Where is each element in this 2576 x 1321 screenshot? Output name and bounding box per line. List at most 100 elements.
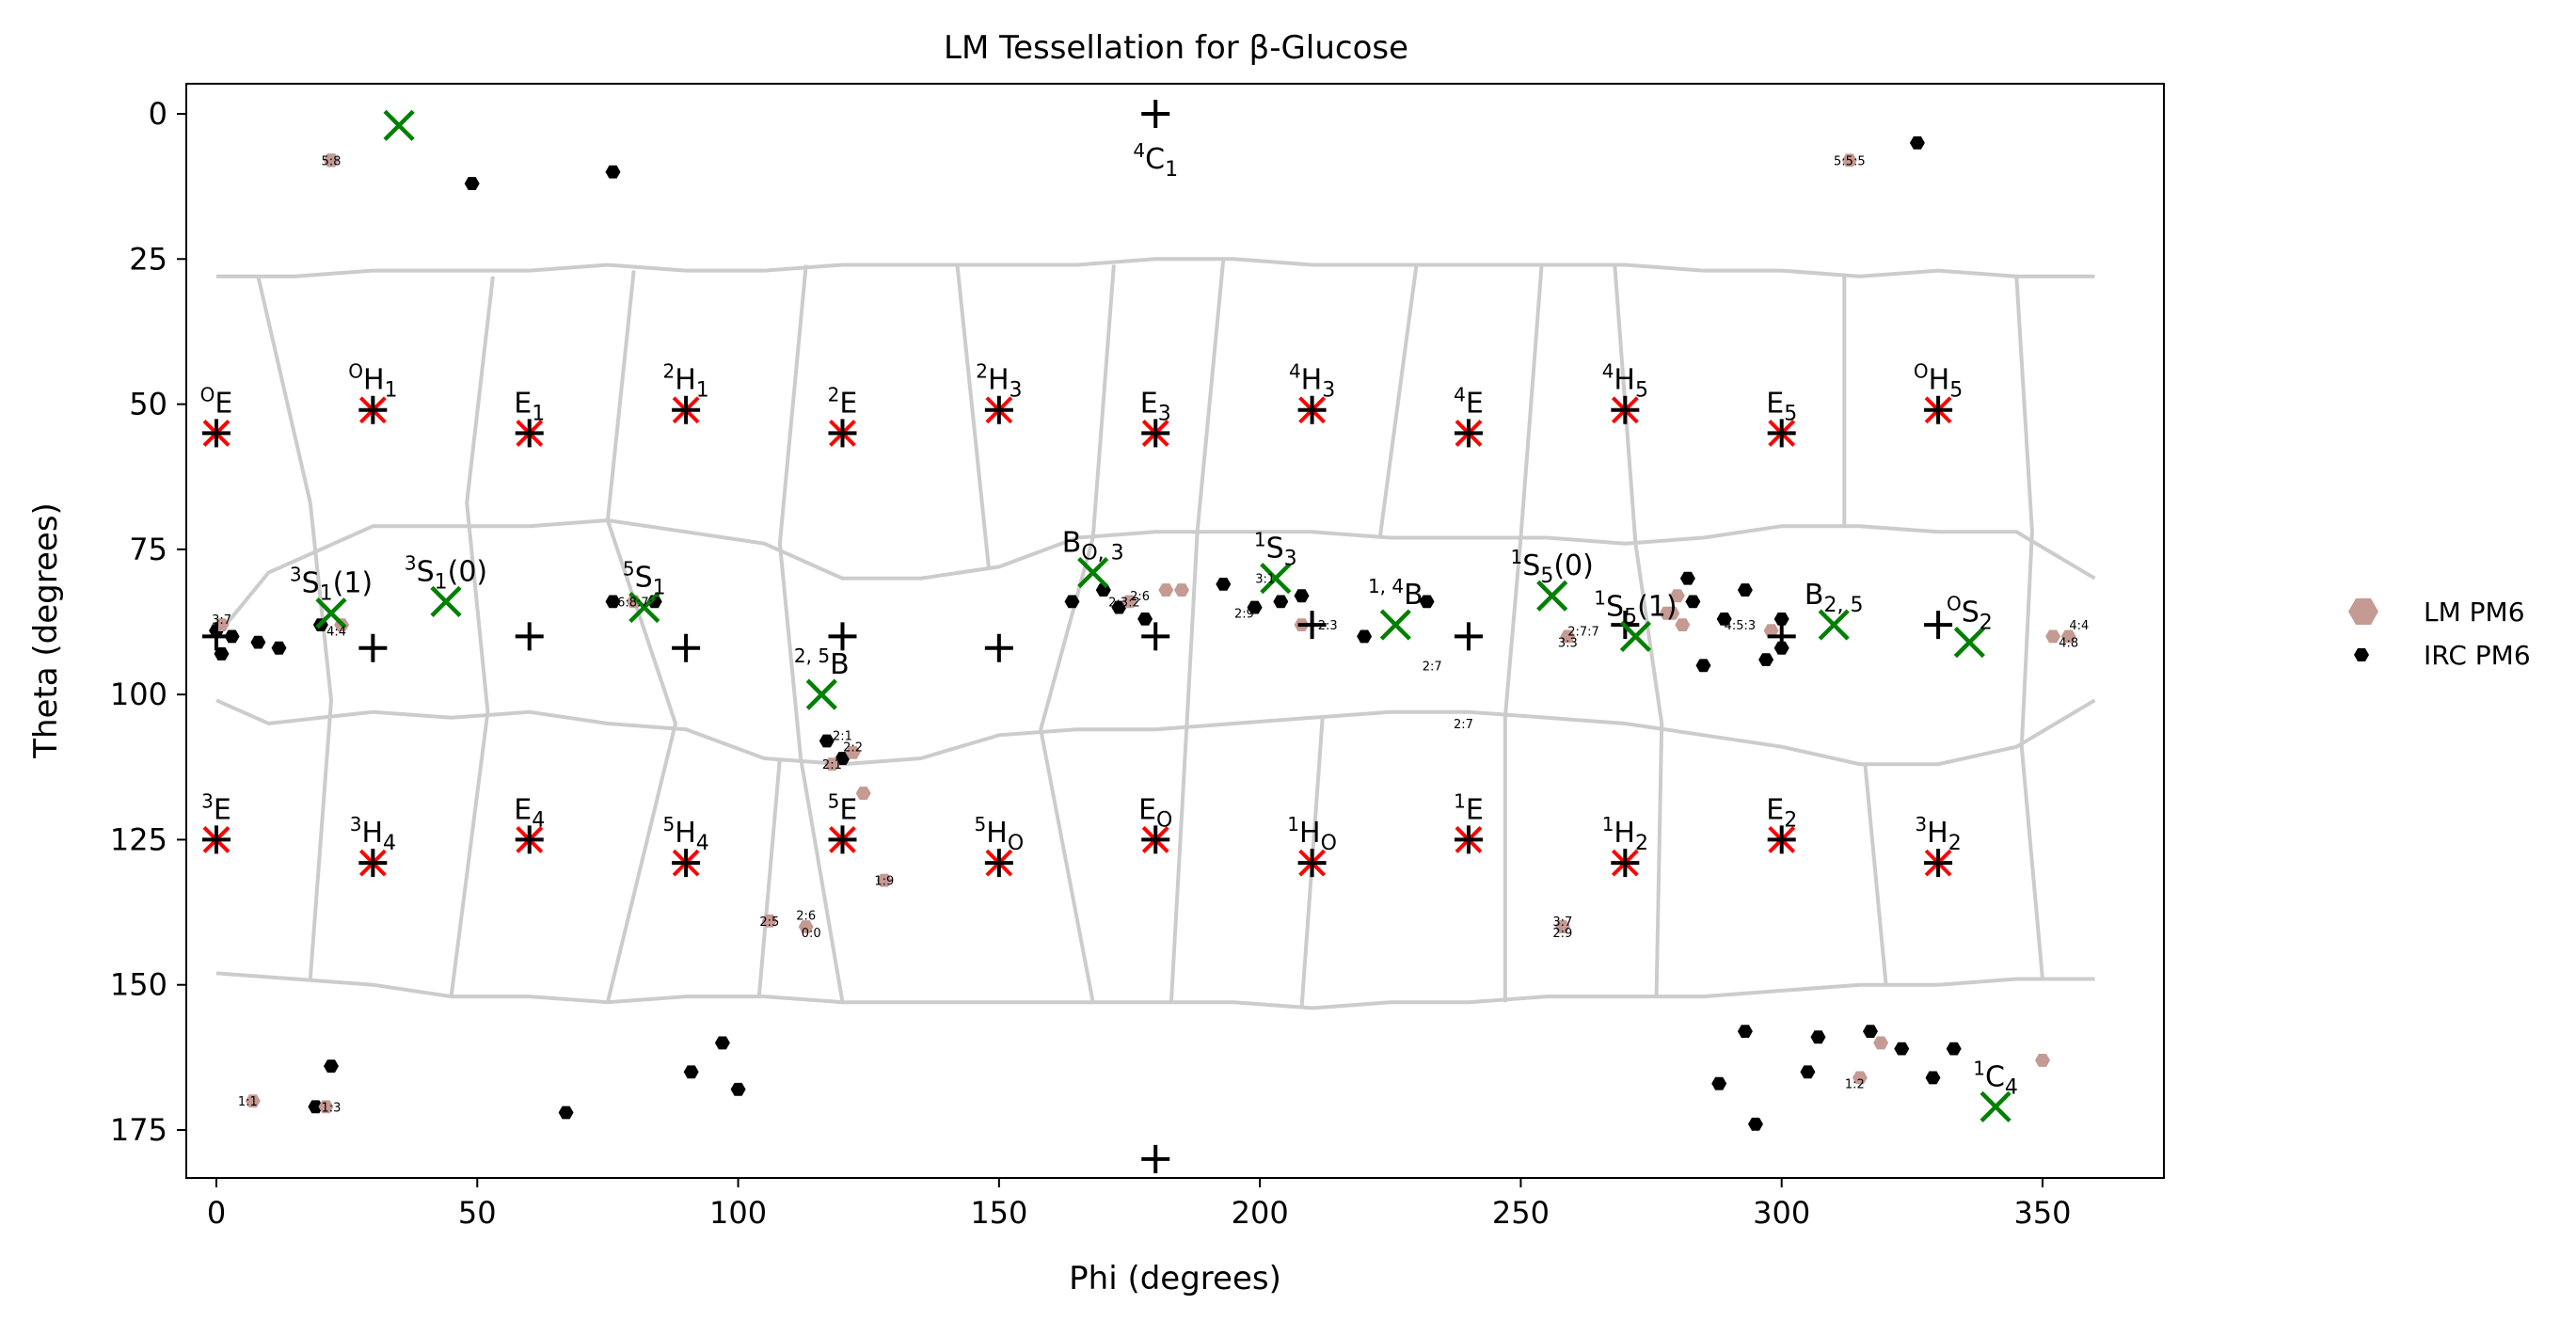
reference-plus-marker	[828, 825, 857, 854]
reference-label: E5	[1766, 387, 1797, 425]
irc-pm6-point	[1737, 1025, 1753, 1038]
tessellation-line-10	[1503, 264, 1544, 1003]
point-annotation: 4:5:3	[1725, 619, 1757, 633]
irc-pm6-point	[683, 1065, 699, 1079]
irc-pm6-point	[464, 177, 480, 190]
lm-pm6-point	[2045, 629, 2061, 644]
point-annotation: 2:9	[1234, 608, 1254, 622]
lm-pm6-point	[824, 757, 840, 772]
lm-pm6-point	[761, 914, 777, 928]
irc-pm6-point	[1800, 1065, 1816, 1079]
x-tick-label: 50	[458, 1195, 497, 1231]
point-annotation: 1:1	[238, 1095, 258, 1109]
reference-plus-marker	[1297, 395, 1327, 424]
reference-label: 1HO	[1287, 813, 1337, 855]
reference-plus-marker	[1767, 622, 1796, 651]
point-annotation: 6:8:7:1	[617, 596, 660, 610]
lm-center-marker	[1077, 556, 1109, 589]
y-tick-label: 125	[110, 821, 167, 857]
reference-plus-marker	[202, 419, 231, 448]
irc-pm6-point	[1095, 583, 1111, 597]
reference-label: 4H3	[1289, 360, 1335, 403]
reference-plus-marker	[202, 825, 231, 854]
point-annotation: 2:7	[1423, 660, 1442, 674]
legend-label-lm-pm6: LM PM6	[2424, 597, 2525, 628]
y-tick-label: 175	[110, 1112, 167, 1148]
lm-pm6-point	[798, 920, 814, 933]
lm-pm6-point	[1852, 1071, 1868, 1085]
irc-pm6-point	[605, 165, 621, 179]
reference-label: 2E	[828, 383, 858, 420]
lm-pm6-point	[324, 153, 339, 167]
point-annotation: 4:4	[326, 625, 346, 639]
reference-plus-marker	[1297, 611, 1327, 640]
reference-label: 3H2	[1915, 813, 1961, 855]
reference-plus-marker	[1924, 611, 1953, 640]
lm-pm6-point	[2060, 629, 2076, 644]
tessellation-line-3	[215, 517, 2096, 638]
point-annotation: 3:3	[1558, 637, 1578, 651]
y-tick-label: 25	[129, 241, 167, 277]
irc-pm6-point	[1216, 578, 1232, 591]
point-annotation: 4:8	[2059, 637, 2078, 651]
irc-pm6-point	[1925, 1071, 1941, 1085]
reference-label: E3	[1140, 387, 1171, 425]
lm-center-marker	[1379, 609, 1411, 641]
irc-pm6-point	[1810, 1030, 1826, 1044]
tessellation-line-6	[605, 270, 678, 1003]
reference-plus-marker	[358, 849, 388, 878]
lm-center-marker	[315, 597, 347, 629]
reference-plus-marker	[358, 395, 388, 424]
irc-pm6-point	[1247, 600, 1263, 614]
reference-label: E4	[514, 793, 545, 832]
lm-pm6-point	[1174, 583, 1189, 597]
lm-center-marker	[1953, 627, 1985, 659]
irc-pm6-point	[558, 1106, 574, 1120]
lm-center-marker	[383, 109, 415, 141]
y-tick-label: 0	[149, 96, 167, 132]
plot-frame	[185, 83, 2165, 1179]
reference-label: OH5	[1914, 360, 1963, 403]
y-tick-label: 50	[129, 387, 167, 422]
y-tick-label: 75	[129, 532, 167, 567]
lm-center-label: 1S3	[1254, 529, 1297, 571]
irc-pm6-point	[1357, 629, 1373, 644]
x-tick-label: 300	[1753, 1195, 1810, 1231]
lm-center-label: 2, 5B	[794, 645, 850, 681]
lm-center-marker	[1536, 580, 1568, 612]
reference-plus-marker	[1767, 419, 1796, 448]
irc-pm6-point	[1273, 595, 1289, 609]
lm-pm6-point	[876, 873, 892, 887]
point-annotation: 1:2	[1845, 1078, 1865, 1092]
irc-pm6-point	[1064, 595, 1080, 609]
lm-pm6-point	[1560, 629, 1576, 644]
lm-pm6-point	[1121, 595, 1137, 609]
irc-pm6-point	[819, 734, 835, 748]
point-annotation: 1:9	[874, 875, 894, 889]
x-tick-label: 150	[970, 1195, 1027, 1231]
lm-center-marker	[1980, 1090, 2012, 1122]
reference-plus-marker	[984, 395, 1013, 424]
point-annotation: 4:4	[2069, 619, 2089, 633]
lm-pm6-point	[1763, 624, 1779, 638]
reference-label: EO	[1138, 793, 1172, 832]
reference-label: 5H4	[662, 813, 708, 855]
x-tick-label: 250	[1492, 1195, 1550, 1231]
reference-label: 4E	[1454, 383, 1484, 420]
irc-pm6-point	[214, 647, 230, 660]
reference-label: OH1	[348, 360, 397, 403]
tessellation-line-18	[1863, 764, 1888, 985]
lm-center-label: 1C4	[1973, 1057, 2018, 1099]
lm-pm6-point	[1669, 589, 1685, 603]
y-axis-label: Theta (degrees)	[27, 502, 65, 759]
reference-plus-marker	[1141, 1144, 1170, 1173]
lm-center-label: OS2	[1947, 593, 1993, 635]
lm-pm6-point	[1873, 1036, 1889, 1050]
lm-center-marker	[1619, 620, 1652, 653]
irc-pm6-point	[1737, 583, 1753, 597]
reference-label: 5E	[828, 789, 858, 826]
point-annotation: 1:3	[322, 1101, 342, 1115]
lm-center-marker	[430, 585, 462, 617]
y-tick-label: 150	[110, 967, 167, 1003]
tessellation-line-13	[955, 264, 991, 567]
